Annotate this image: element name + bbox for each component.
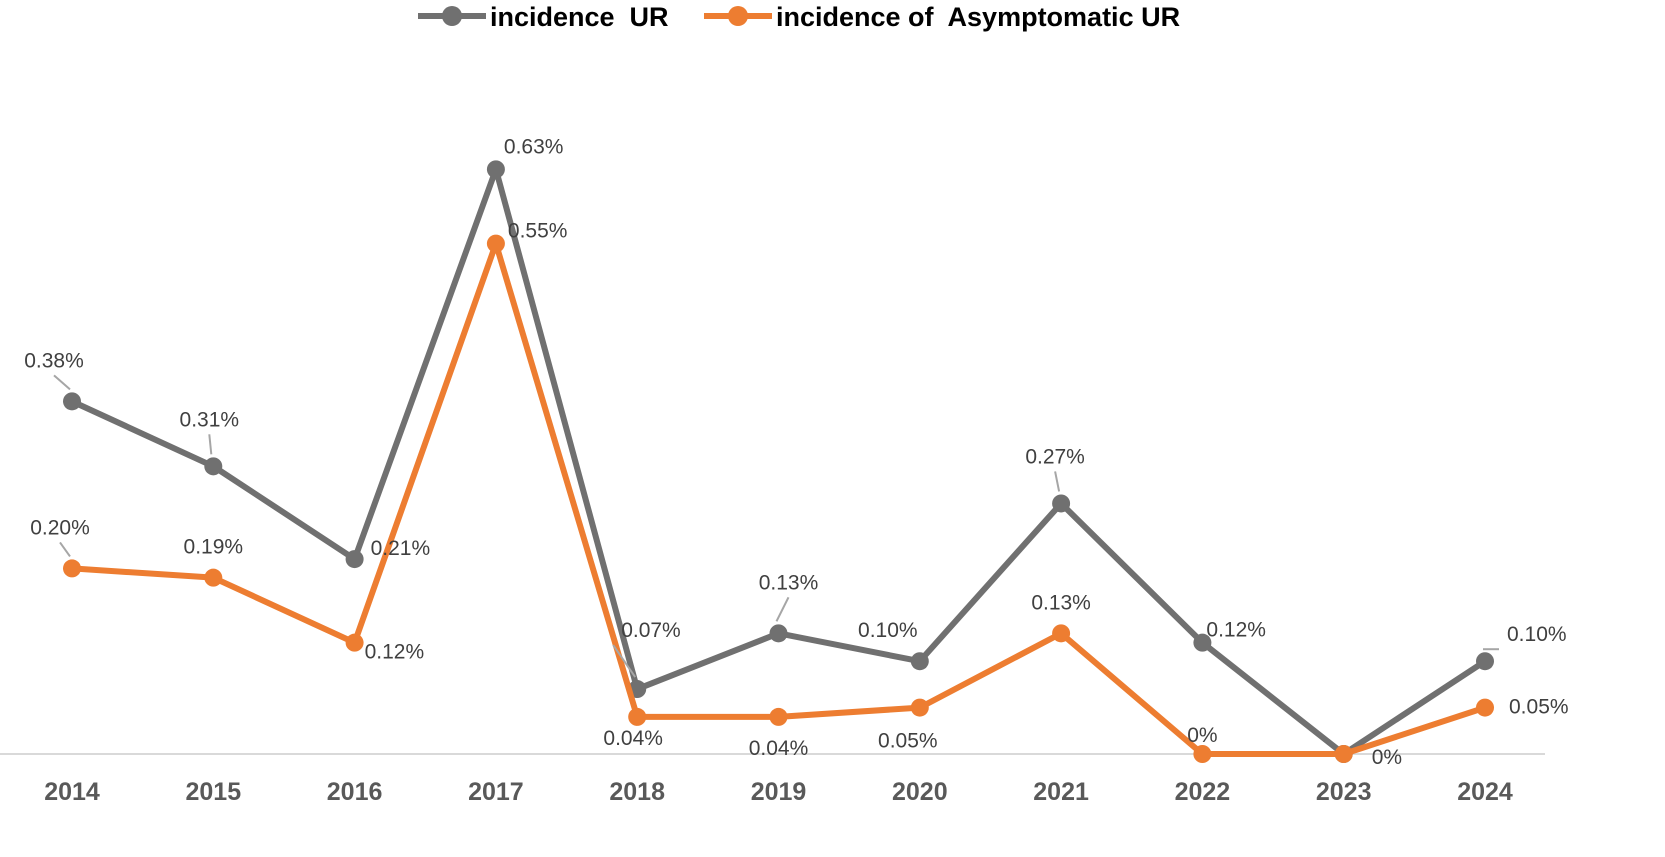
data-label-leader (775, 596, 790, 622)
data-point (345, 633, 364, 652)
x-tick-label: 2024 (1457, 778, 1513, 806)
data-label-leader (612, 644, 637, 678)
data-label-leader (1054, 471, 1061, 492)
x-tick-label: 2015 (185, 778, 241, 806)
legend-label: incidence UR (490, 2, 669, 32)
data-label: 0.20% (30, 516, 90, 539)
data-point (63, 559, 81, 578)
data-label-leader (208, 434, 213, 455)
data-point (1052, 494, 1071, 513)
x-tick-label: 2019 (751, 778, 807, 806)
x-tick-label: 2023 (1316, 778, 1372, 806)
data-label: 0.05% (878, 730, 938, 753)
x-tick-label: 2018 (609, 778, 665, 806)
data-point (769, 624, 788, 643)
data-point (486, 234, 505, 253)
data-point (628, 707, 647, 726)
data-point (1193, 633, 1212, 652)
data-label: 0% (1187, 724, 1217, 747)
legend-item-incidence-ur: incidence UR (418, 2, 669, 32)
series-layer (63, 160, 1494, 763)
data-point (1052, 624, 1071, 643)
x-tick-label: 2017 (468, 778, 524, 806)
data-label: 0.27% (1025, 445, 1085, 468)
legend: incidence UR incidence of Asymptomatic U… (418, 2, 1180, 32)
data-label: 0.04% (749, 737, 809, 760)
data-label: 0.04% (603, 727, 663, 750)
data-point (204, 568, 223, 587)
data-label: 0.13% (1031, 591, 1091, 614)
data-point (1476, 652, 1494, 671)
x-tick-label: 2014 (44, 778, 100, 806)
data-label: 0.21% (371, 537, 431, 560)
data-point (63, 392, 81, 411)
series-line-1 (69, 240, 1488, 757)
data-label: 0.13% (759, 571, 819, 594)
data-label: 0.55% (508, 220, 568, 243)
data-label: 0.10% (858, 619, 918, 642)
data-point (1476, 698, 1494, 717)
series-line-0 (69, 166, 1488, 757)
x-axis-tick-labels: 2014 2015 2016 2017 2018 2019 2020 2021 2022 2023… (44, 778, 1513, 806)
data-label: 0.63% (504, 135, 564, 158)
legend-marker-swatch (728, 6, 748, 26)
data-label: 0.07% (621, 619, 681, 642)
data-label-leader (53, 374, 71, 391)
data-label: 0.19% (184, 536, 244, 559)
data-label: 0.05% (1509, 696, 1569, 719)
data-point (1334, 745, 1353, 763)
legend-label: incidence of Asymptomatic UR (776, 2, 1180, 32)
x-tick-label: 2021 (1033, 778, 1089, 806)
data-labels: 0.38% 0.31% 0.21% 0.63% 0.07% 0.13% 0.10% 0.27%… (24, 135, 1568, 769)
data-point (486, 160, 505, 179)
data-point (204, 457, 223, 476)
data-point (345, 550, 364, 569)
data-label: 0.31% (180, 408, 240, 431)
data-point (1193, 745, 1212, 763)
data-point (910, 698, 929, 717)
x-tick-label: 2016 (327, 778, 383, 806)
legend-marker-swatch (442, 6, 462, 26)
data-label: 0.12% (1206, 619, 1266, 642)
data-label: 0.12% (365, 641, 425, 664)
x-tick-label: 2022 (1175, 778, 1231, 806)
data-label: 0% (1372, 746, 1402, 769)
data-point (769, 707, 788, 726)
x-tick-label: 2020 (892, 778, 948, 806)
data-label: 0.38% (24, 349, 84, 372)
legend-item-incidence-asymptomatic-ur: incidence of Asymptomatic UR (704, 2, 1180, 32)
data-label: 0.10% (1507, 623, 1567, 646)
data-point (910, 652, 929, 671)
data-label-leader (59, 541, 71, 557)
